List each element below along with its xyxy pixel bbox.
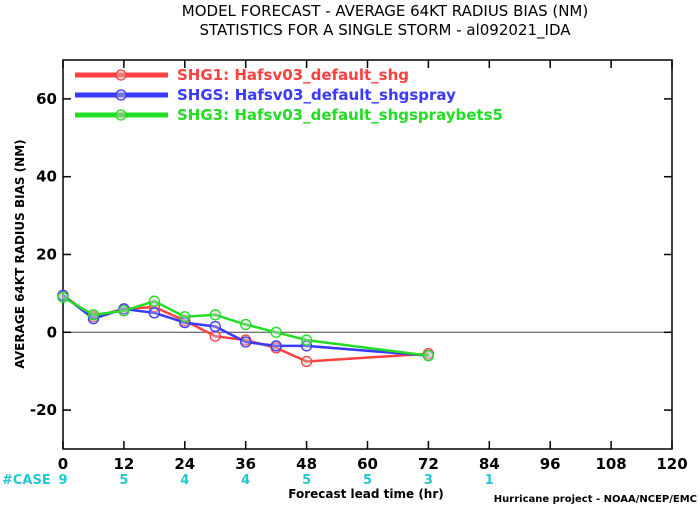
x-tick-label: 108 bbox=[595, 455, 626, 473]
legend-label: SHG1: Hafsv03_default_shg bbox=[177, 66, 409, 84]
data-point bbox=[240, 336, 252, 348]
x-tick-label: 120 bbox=[656, 455, 687, 473]
series-line bbox=[62, 296, 429, 357]
legend-label: SHGS: Hafsv03_default_shgspray bbox=[177, 86, 456, 104]
legend-item: SHG1: Hafsv03_default_shg bbox=[75, 66, 409, 84]
case-count: 3 bbox=[424, 473, 433, 488]
y-tick-label: -20 bbox=[30, 401, 57, 419]
x-tick-label: 84 bbox=[479, 455, 500, 473]
legend-item: SHGS: Hafsv03_default_shgspray bbox=[75, 86, 456, 104]
data-point bbox=[209, 320, 221, 333]
case-count: 4 bbox=[241, 473, 250, 488]
data-point bbox=[148, 307, 161, 319]
data-point bbox=[300, 355, 313, 368]
data-point bbox=[148, 295, 161, 307]
case-count: 5 bbox=[363, 473, 372, 488]
data-point bbox=[300, 334, 313, 346]
legend-label: SHG3: Hafsv03_default_shgspraybets5 bbox=[177, 106, 503, 124]
y-tick-label: 20 bbox=[36, 246, 57, 264]
case-count: 5 bbox=[119, 473, 128, 488]
data-point bbox=[87, 309, 100, 321]
y-tick-label: 40 bbox=[36, 168, 57, 186]
case-count: 1 bbox=[485, 473, 494, 488]
legend-marker bbox=[115, 89, 127, 101]
data-point bbox=[270, 326, 282, 338]
x-tick-label: 36 bbox=[235, 455, 256, 473]
legend-marker bbox=[115, 109, 127, 121]
data-point bbox=[240, 318, 252, 331]
x-axis-label: Forecast lead time (hr) bbox=[288, 487, 444, 501]
chart-subtitle: STATISTICS FOR A SINGLE STORM - al092021… bbox=[199, 21, 571, 40]
legend-marker bbox=[115, 69, 127, 81]
x-tick-label: 24 bbox=[174, 455, 195, 473]
data-point bbox=[422, 349, 435, 362]
case-count: 4 bbox=[180, 473, 189, 488]
y-tick-label: 60 bbox=[36, 90, 57, 108]
data-point bbox=[179, 311, 191, 323]
x-tick-label: 0 bbox=[58, 455, 68, 473]
chart-title: MODEL FORECAST - AVERAGE 64KT RADIUS BIA… bbox=[182, 2, 588, 20]
case-count: 5 bbox=[302, 473, 311, 488]
legend-item: SHG3: Hafsv03_default_shgspraybets5 bbox=[75, 106, 503, 124]
data-point bbox=[57, 291, 69, 303]
x-tick-label: 48 bbox=[296, 455, 317, 473]
data-point bbox=[209, 309, 221, 321]
y-tick-label: 0 bbox=[47, 323, 57, 341]
y-axis-label: AVERAGE 64KT RADIUS BIAS (NM) bbox=[13, 139, 27, 368]
x-tick-label: 72 bbox=[418, 455, 439, 473]
series-3 bbox=[57, 291, 435, 362]
data-point bbox=[209, 330, 221, 342]
case-count: 9 bbox=[58, 473, 67, 488]
x-tick-label: 60 bbox=[357, 455, 378, 473]
data-point bbox=[118, 305, 130, 317]
credit-text: Hurricane project - NOAA/NCEP/EMC bbox=[494, 494, 697, 505]
x-tick-label: 96 bbox=[540, 455, 561, 473]
x-tick-label: 12 bbox=[113, 455, 134, 473]
data-point bbox=[270, 340, 282, 352]
case-label: #CASE bbox=[2, 473, 51, 488]
